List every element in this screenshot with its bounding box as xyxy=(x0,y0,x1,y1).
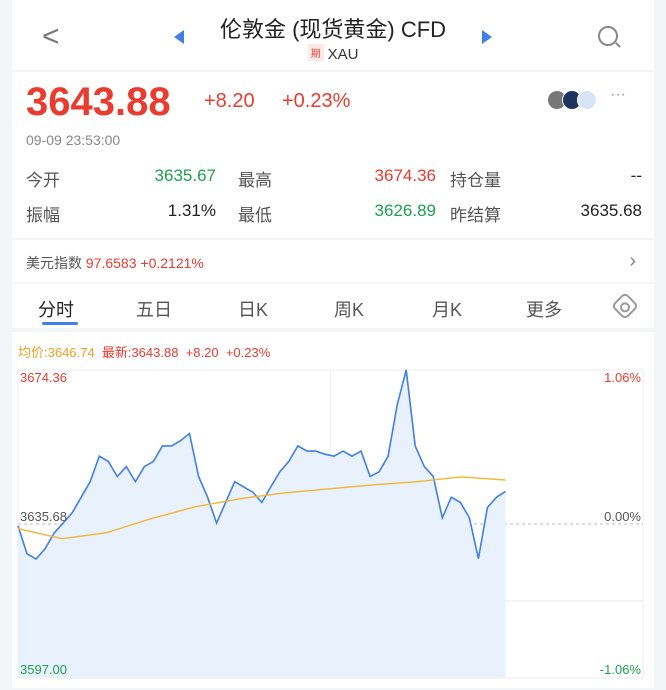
symbol-code: 期 XAU xyxy=(12,44,654,63)
tab-monthly-k[interactable]: 月K xyxy=(432,300,463,320)
weibo-icon[interactable] xyxy=(577,90,597,110)
active-tab-indicator xyxy=(42,322,78,325)
stat-value: -- xyxy=(630,166,642,185)
price-change: +8.20 xyxy=(204,90,255,112)
tab-more[interactable]: 更多 xyxy=(526,300,562,320)
stat-label: 持仓量 xyxy=(450,171,501,190)
last-price: 3643.88 xyxy=(26,80,171,124)
intraday-chart[interactable]: 均价:3646.74 最新:3643.88 +8.20 +0.23% 3674.… xyxy=(12,332,654,688)
chevron-right-icon[interactable]: › xyxy=(629,250,636,272)
more-icon[interactable]: ··· xyxy=(610,86,626,103)
y-label-top-pct: 1.06% xyxy=(604,370,641,385)
y-label-mid: 3635.68 xyxy=(20,509,67,524)
usd-index-bar[interactable]: 美元指数 97.6583 +0.2121% › xyxy=(12,240,654,282)
index-change: +0.2121% xyxy=(140,255,204,271)
futures-badge: 期 xyxy=(307,44,324,61)
stat-label: 最高 xyxy=(238,171,272,190)
index-value: 97.6583 xyxy=(85,255,137,271)
legend-avg: 均价:3646.74 xyxy=(18,345,95,360)
prev-triangle-icon[interactable] xyxy=(174,30,184,44)
stat-value: 3626.89 xyxy=(374,201,436,220)
legend-latest: 最新:3643.88 xyxy=(101,345,179,360)
stat-label: 今开 xyxy=(26,171,60,190)
price-area xyxy=(18,370,506,678)
settings-icon[interactable] xyxy=(610,291,640,321)
tab-five-day[interactable]: 五日 xyxy=(136,300,172,320)
stat-value: 3635.68 xyxy=(580,201,642,220)
page-title: 伦敦金 (现货黄金) CFD xyxy=(219,17,447,42)
stat-label: 昨结算 xyxy=(450,206,501,225)
stat-value: 3674.36 xyxy=(374,166,436,185)
y-label-bottom: 3597.00 xyxy=(20,662,67,677)
stat-value: 1.31% xyxy=(167,201,216,220)
next-triangle-icon[interactable] xyxy=(482,30,492,44)
tab-intraday[interactable]: 分时 xyxy=(38,300,74,320)
y-label-top: 3674.36 xyxy=(20,370,67,385)
y-label-mid-pct: 0.00% xyxy=(604,509,641,524)
legend-change: +8.20 xyxy=(185,345,219,360)
price-line xyxy=(17,369,506,561)
chart-legend: 均价:3646.74 最新:3643.88 +8.20 +0.23% xyxy=(18,342,270,361)
header: < 伦敦金 (现货黄金) CFD 期 XAU xyxy=(12,0,654,70)
quote-panel: 3643.88 +8.20 +0.23% 09-09 23:53:00 ··· … xyxy=(12,72,654,238)
index-label: 美元指数 xyxy=(26,255,82,271)
quote-time: 09-09 23:53:00 xyxy=(26,132,121,148)
y-label-bottom-pct: -1.06% xyxy=(600,662,642,677)
chart-tabs: 分时 五日 日K 周K 月K 更多 xyxy=(12,284,654,328)
chart-canvas: 3674.36 3635.68 3597.00 1.06% 0.00% -1.06% xyxy=(17,369,644,679)
code-text: XAU xyxy=(327,46,359,63)
tab-daily-k[interactable]: 日K xyxy=(238,300,269,320)
legend-change-pct: +0.23% xyxy=(225,345,271,360)
price-change-pct: +0.23% xyxy=(282,90,351,112)
stat-value: 3635.67 xyxy=(154,166,216,185)
avg-line xyxy=(17,476,506,540)
stat-label: 最低 xyxy=(238,206,272,225)
search-icon[interactable] xyxy=(598,26,618,46)
back-icon[interactable]: < xyxy=(42,20,60,53)
avatar-group[interactable] xyxy=(547,90,597,110)
tab-weekly-k[interactable]: 周K xyxy=(334,300,365,320)
stat-label: 振幅 xyxy=(26,206,60,225)
